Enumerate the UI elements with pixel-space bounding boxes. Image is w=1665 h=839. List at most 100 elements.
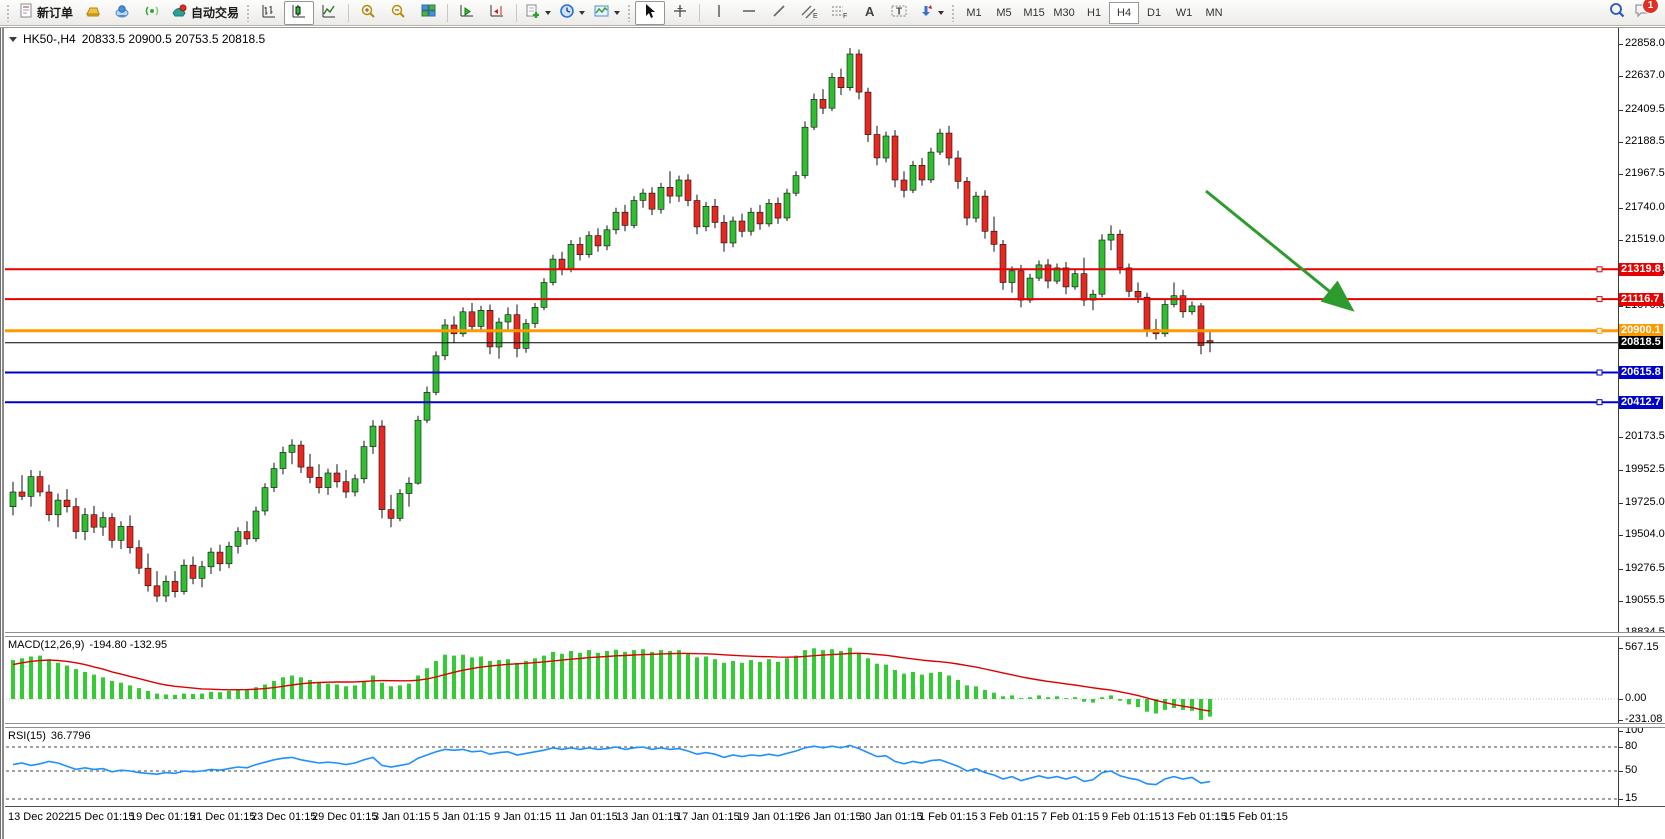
price-tick-label: 19952.5 [1625,463,1665,475]
toolbar-separator [699,3,701,22]
time-axis-label: 13 Jan 01:15 [616,811,680,823]
svg-text:T: T [896,7,902,18]
dropdown-caret-icon[interactable] [938,11,945,18]
price-tick-label: 22858.0 [1625,37,1665,49]
price-chart-canvas[interactable] [0,28,1618,632]
macd-canvas[interactable] [0,637,1618,723]
price-flag-21116.7: 21116.7 [1619,293,1663,306]
autotrade-icon [171,3,188,22]
toolbar-separator [516,3,518,22]
chart-shift-button[interactable] [482,1,512,25]
label-icon: T [890,3,908,22]
text-button[interactable]: A [854,1,884,25]
timeframe-m1-button[interactable]: M1 [966,6,982,19]
time-axis-label: 19 Jan 01:15 [737,811,801,823]
auto-scroll-button[interactable] [452,1,482,25]
chart-menu-icon[interactable] [9,37,17,46]
signals-button[interactable] [137,1,167,25]
gold-button[interactable] [77,1,107,25]
clock-icon [559,3,575,22]
crosshair-icon [672,3,688,22]
time-axis-label: 9 Jan 01:15 [494,811,552,823]
timeframe-m15-button[interactable]: M15 [1023,6,1045,19]
chart-window: HK50-,H4 20833.5 20900.5 20753.5 20818.5… [0,27,1665,839]
auto-trading-label: 自动交易 [191,6,240,20]
time-axis-label: 3 Feb 01:15 [980,811,1039,823]
crosshair-button[interactable] [665,1,695,25]
new-order-icon [18,3,34,22]
panel-splitter-1[interactable] [0,632,1665,637]
candlestick-chart-button[interactable] [284,0,315,25]
chart-shift-icon [489,3,505,22]
new-order-button[interactable]: 新订单 [14,1,77,25]
dropdown-caret-icon[interactable] [579,11,586,18]
timeframe-m5-button[interactable]: M5 [996,6,1012,19]
h-line-handle[interactable] [1596,399,1603,406]
text-icon: A [862,3,876,22]
horizontal-line-button[interactable] [734,1,764,25]
indicators-icon [593,3,610,22]
toolbar-right-icons: 1 [1608,0,1662,24]
notification-badge: 1 [1642,0,1659,14]
arrows-button[interactable] [914,1,948,25]
timeframe-mn-button[interactable]: MN [1205,6,1223,19]
line-chart-button[interactable] [314,1,344,25]
h-line-handle[interactable] [1596,266,1603,273]
notifications-button[interactable]: 1 [1634,0,1659,23]
price-axis[interactable]: 22858.0 22637.0 22409.5 22188.5 21967.5 21740… [1618,28,1665,638]
auto-trading-button[interactable]: 自动交易 [167,1,243,25]
timeframe-m30-button[interactable]: M30 [1053,6,1075,19]
timeframe-d1-button[interactable]: D1 [1147,6,1162,19]
trend-arrow-annotation[interactable] [1205,189,1355,312]
trendline-button[interactable] [764,1,794,25]
templates-button[interactable] [521,1,555,25]
zoom-out-button[interactable] [383,1,413,25]
vline-icon [713,3,725,22]
indicators-button[interactable] [589,1,624,25]
timeframe-w1-button[interactable]: W1 [1175,6,1193,19]
panel-splitter-2[interactable] [0,723,1665,728]
price-flag-20818.5: 20818.5 [1619,336,1663,349]
main-chart-panel[interactable]: HK50-,H4 20833.5 20900.5 20753.5 20818.5… [0,28,1665,638]
dropdown-caret-icon[interactable] [545,11,552,18]
rsi-panel[interactable]: RSI(15) 36.7796 100 80 50 15 [0,724,1665,806]
rsi-axis[interactable]: 100 80 50 15 [1618,724,1665,806]
fibonacci-button[interactable]: F [824,1,854,25]
periods-button[interactable] [555,1,589,25]
bar-chart-button[interactable] [254,1,284,25]
zoom-in-button[interactable] [353,1,383,25]
macd-label: MACD(12,26,9) -194.80 -132.95 [8,639,168,651]
time-axis-label: 17 Jan 01:15 [676,811,740,823]
macd-axis[interactable]: 567.15 0.00 -231.08 [1618,637,1665,725]
tile-windows-button[interactable] [413,1,443,25]
community-button[interactable] [107,1,137,25]
main-toolbar: 新订单 自动交易 E F A T M1 M5 M15 M30 H1 H4 D1 W1 MN 1 [0,0,1665,26]
fibo-icon: F [830,3,848,22]
price-tick-label: 22409.5 [1625,103,1665,115]
search-button[interactable] [1608,1,1626,24]
macd-tick-label: 567.15 [1625,641,1659,653]
timeframe-h1-button[interactable]: H1 [1087,6,1102,19]
h-line-handle[interactable] [1596,369,1603,376]
text-label-button[interactable]: T [884,1,914,25]
cursor-button[interactable] [635,0,666,25]
timeframe-h4-button[interactable]: H4 [1109,1,1140,24]
channel-icon: E [800,3,818,22]
h-line-handle[interactable] [1596,327,1603,334]
time-axis-label: 15 Dec 01:15 [69,811,135,823]
price-flag-20412.7: 20412.7 [1619,396,1663,409]
macd-panel[interactable]: MACD(12,26,9) -194.80 -132.95 567.15 0.00… [0,637,1665,725]
vertical-line-button[interactable] [704,1,734,25]
rsi-canvas[interactable] [0,728,1618,806]
time-axis-label: 7 Feb 01:15 [1041,811,1100,823]
svg-text:E: E [813,13,818,19]
toolbar-grip [246,3,252,22]
time-axis[interactable]: 13 Dec 2022 15 Dec 01:15 19 Dec 01:15 21 De… [0,806,1665,828]
svg-text:F: F [843,13,847,19]
dropdown-caret-icon[interactable] [614,11,621,18]
h-line-handle[interactable] [1596,296,1603,303]
search-icon [1608,3,1626,23]
price-flag-21319.8: 21319.8 [1619,263,1663,276]
equidistant-channel-button[interactable]: E [794,1,824,25]
price-flag-20615.8: 20615.8 [1619,366,1663,379]
